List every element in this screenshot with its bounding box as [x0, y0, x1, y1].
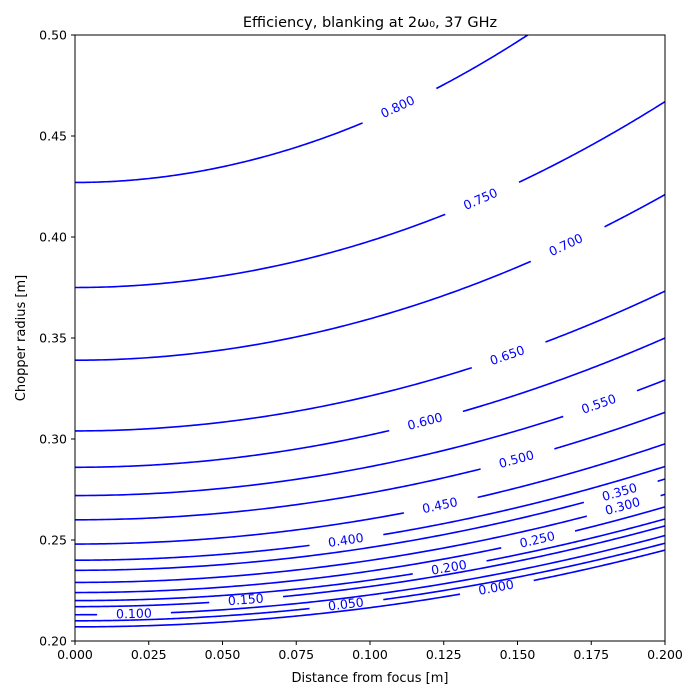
contour-line — [660, 493, 665, 497]
contour-label: 0.150 — [227, 590, 264, 608]
contour-line — [75, 573, 413, 602]
x-axis-ticks: 0.000 0.025 0.050 0.075 0.100 0.125 0.150 0.175… — [57, 641, 683, 662]
contour-line — [636, 379, 665, 392]
contour-line — [545, 290, 665, 343]
y-tick-label: 0.20 — [39, 634, 67, 649]
contour-line — [533, 549, 665, 582]
contour-line — [75, 607, 310, 622]
y-tick-label: 0.25 — [39, 533, 67, 548]
contour-line — [383, 542, 665, 601]
chart-title: Efficiency, blanking at 2ω₀, 37 GHz — [243, 15, 497, 31]
contour-label: 0.500 — [497, 447, 536, 471]
y-tick-label: 0.50 — [39, 28, 67, 43]
x-tick-label: 0.175 — [573, 647, 609, 662]
x-tick-label: 0.150 — [500, 647, 536, 662]
contour-line — [486, 518, 665, 562]
contour-label: 0.550 — [579, 391, 618, 417]
contour-label: 0.750 — [461, 185, 500, 213]
contour-line — [75, 601, 210, 608]
contour-line — [554, 411, 665, 450]
contour-line — [436, 35, 530, 90]
contour-line — [170, 534, 665, 614]
contour-line — [75, 501, 585, 572]
x-tick-label: 0.000 — [57, 647, 93, 662]
y-tick-label: 0.40 — [39, 230, 67, 245]
y-tick-label: 0.30 — [39, 432, 67, 447]
y-axis-label: Chopper radius [m] — [14, 275, 29, 401]
contour-line — [604, 193, 665, 228]
y-axis-ticks: 0.20 0.25 0.30 0.35 0.40 0.45 0.50 — [39, 28, 75, 649]
contour-label: 0.400 — [327, 530, 365, 550]
x-tick-label: 0.200 — [647, 647, 683, 662]
contour-line — [75, 544, 310, 561]
contour-label: 0.800 — [378, 92, 417, 121]
contour-line — [75, 547, 502, 594]
contour-label: 0.000 — [477, 577, 515, 598]
x-tick-label: 0.075 — [278, 647, 314, 662]
contour-line — [75, 213, 446, 289]
contour-label: 0.100 — [116, 605, 152, 621]
contour-line — [75, 593, 461, 628]
contour-line — [518, 100, 665, 183]
contour-line — [75, 415, 564, 497]
contour-label: 0.050 — [327, 594, 364, 613]
contour-line — [462, 337, 665, 413]
x-tick-label: 0.100 — [352, 647, 388, 662]
x-tick-label: 0.025 — [131, 647, 167, 662]
contour-line — [75, 515, 588, 584]
x-axis-label: Distance from focus [m] — [292, 671, 449, 686]
contour-line — [383, 465, 665, 536]
contour-line — [477, 443, 665, 499]
contour-label: 0.600 — [406, 409, 444, 433]
contour-line — [75, 122, 363, 184]
x-tick-label: 0.125 — [426, 647, 462, 662]
contour-line — [75, 366, 473, 432]
y-tick-label: 0.35 — [39, 331, 67, 346]
contour-line — [282, 525, 665, 598]
contour-label: 0.700 — [546, 230, 585, 259]
contour-line — [75, 260, 532, 362]
contour-label: 0.450 — [421, 494, 459, 516]
contour-label: 0.650 — [488, 342, 527, 368]
contour-line — [657, 478, 665, 483]
contour-line — [75, 429, 390, 469]
contour-line — [574, 506, 665, 532]
contour-line — [75, 468, 481, 521]
contour-lines — [75, 35, 665, 628]
contour-line — [75, 512, 405, 545]
y-tick-label: 0.45 — [39, 129, 67, 144]
contour-label: 0.200 — [430, 557, 468, 578]
x-tick-label: 0.050 — [205, 647, 241, 662]
plot-frame — [74, 34, 666, 642]
